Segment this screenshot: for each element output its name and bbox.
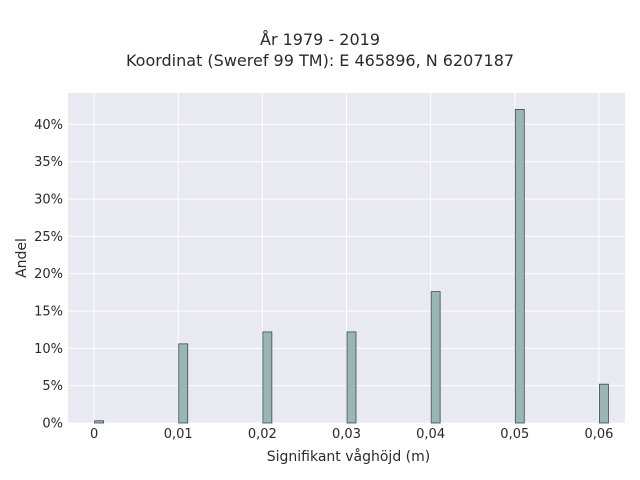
y-axis-ticks: 0% 5% 10% 15% 20% 25% 30% 35% 40% [34,118,63,432]
y-tick-label: 30% [34,193,63,208]
y-tick-label: 25% [34,230,63,245]
bar [599,383,609,424]
x-tick-label: 0,06 [584,427,613,442]
bar [430,291,441,424]
chart-title-line-2: Koordinat (Sweref 99 TM): E 465896, N 62… [125,51,515,70]
grid-lines [68,93,625,424]
x-tick-label: 0 [90,427,98,442]
x-axis-label: Signifikant våghöjd (m) [267,448,430,465]
y-axis-label: Andel [14,238,30,278]
x-axis-ticks: 0 0,01 0,02 0,03 0,04 0,05 0,06 [90,427,613,442]
y-tick-label: 20% [34,267,63,282]
y-tick-label: 15% [34,305,63,320]
y-tick-label: 0% [42,417,63,432]
x-tick-label: 0,01 [164,427,193,442]
bar [94,420,104,424]
bar [262,331,273,424]
bar [178,343,189,424]
x-tick-label: 0,04 [416,427,445,442]
x-tick-label: 0,05 [500,427,529,442]
y-tick-label: 10% [34,342,63,357]
y-tick-label: 5% [42,379,63,394]
chart-title-line-1: År 1979 - 2019 [260,30,380,49]
x-tick-label: 0,02 [248,427,277,442]
x-tick-label: 0,03 [332,427,361,442]
bar [514,109,525,424]
y-tick-label: 35% [34,155,63,170]
bar [346,331,357,424]
bar-series [94,109,609,424]
y-tick-label: 40% [34,118,63,133]
